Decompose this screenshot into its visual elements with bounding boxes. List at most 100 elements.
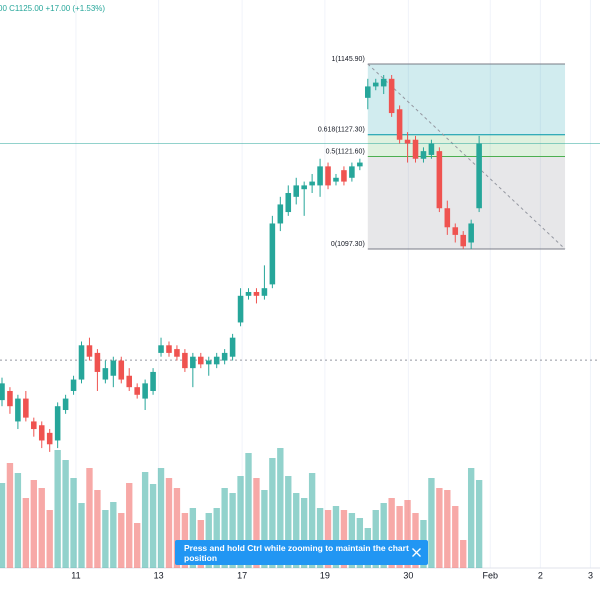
volume-bar [94, 490, 101, 568]
candle-body [245, 291, 252, 296]
volume-bar [141, 472, 149, 568]
volume-bar [86, 468, 93, 568]
candle-body [436, 151, 443, 209]
candle-body [205, 360, 212, 365]
candle-body [70, 379, 77, 391]
candle-body [7, 390, 13, 407]
volume-bar [157, 468, 165, 568]
x-tick-label: 13 [154, 570, 164, 580]
volume-bar [46, 510, 53, 568]
candle-body [357, 162, 363, 167]
candle-body [253, 291, 260, 296]
candle-body [213, 356, 220, 365]
candle-body [412, 139, 419, 159]
candle-body [38, 425, 45, 441]
candle-body [86, 345, 93, 357]
candle-body [317, 166, 323, 186]
candle-body [198, 356, 204, 365]
fib-label: 1(1145.90) [331, 56, 364, 63]
volume-bar [149, 484, 157, 568]
volume-bar [245, 453, 252, 568]
fib-label: 0(1097.30) [331, 241, 365, 248]
volume-bar [253, 478, 260, 568]
candle-body [420, 151, 427, 159]
ohlc-header: 00 C1125.00 +17.00 (+1.53%) [0, 4, 105, 13]
candle-body [365, 86, 371, 98]
volume-bar [300, 498, 308, 568]
candle-body [349, 166, 355, 178]
x-tick-label: 2 [538, 570, 543, 580]
volume-bar [70, 478, 77, 568]
candle-body [476, 143, 482, 209]
candle-body [118, 360, 125, 380]
volume-bar [372, 510, 379, 568]
x-tick-label: 19 [320, 570, 330, 580]
toast-text: Press and hold Ctrl while zooming to mai… [184, 542, 409, 563]
candle-body [62, 398, 69, 411]
volume-bar [118, 513, 125, 568]
candle-body [372, 82, 379, 87]
candle-body [444, 208, 451, 228]
x-tick-label: 11 [71, 570, 80, 580]
candle-body [293, 185, 300, 197]
volume-bar [277, 448, 284, 568]
x-tick-label: Feb [483, 570, 499, 580]
candle-body [277, 204, 284, 224]
volume-bar [38, 488, 45, 568]
volume-bar [22, 498, 30, 568]
candle-body [15, 398, 21, 422]
candle-body [285, 193, 292, 213]
volume-bar [452, 506, 459, 568]
candle-body [94, 352, 101, 372]
volume-bar [340, 510, 348, 568]
volume-bar [308, 473, 316, 568]
candle-body [23, 398, 29, 418]
volume-bar [404, 500, 411, 568]
toast-close[interactable] [411, 547, 422, 558]
close-icon [412, 548, 421, 557]
fib-label: 0.5(1121.60) [326, 148, 365, 155]
candle-body [237, 295, 244, 323]
candle-body [158, 345, 164, 353]
volume-bar [6, 463, 14, 568]
volume-bar [133, 523, 141, 568]
volume-bar [0, 483, 6, 568]
volume-bar [285, 476, 292, 568]
volume-bar [14, 473, 22, 568]
volume-bar [380, 503, 387, 568]
candle-body [142, 383, 148, 399]
candle-body [174, 349, 180, 357]
volume-bar [293, 493, 300, 568]
volume-bar [102, 510, 109, 568]
volume-bar [269, 458, 276, 568]
candle-body [190, 356, 196, 369]
candle-body [468, 223, 474, 243]
candle-body [333, 177, 339, 182]
candle-body [325, 166, 331, 186]
volume-bar [475, 480, 483, 568]
volume-bar [54, 450, 61, 568]
candle-body [341, 170, 347, 182]
candle-body [46, 432, 53, 445]
candle-body [301, 185, 307, 190]
volume-bar [436, 488, 443, 568]
candle-body [404, 139, 411, 144]
candle-body [452, 227, 459, 235]
candle-body [396, 109, 403, 140]
candle-body [0, 383, 5, 401]
candle-body [166, 345, 172, 353]
candle-body [182, 352, 188, 369]
candle-body [31, 421, 37, 430]
candle-body [229, 337, 236, 357]
candle-body [460, 234, 467, 247]
candle-body [428, 143, 435, 155]
toast[interactable]: Press and hold Ctrl while zooming to mai… [175, 540, 428, 565]
volume-bar [467, 468, 475, 568]
fib-zone [367, 156, 566, 249]
candle-body [269, 223, 276, 285]
candle-body [261, 288, 268, 296]
volume-bar [165, 478, 173, 568]
volume-bar [444, 490, 451, 568]
